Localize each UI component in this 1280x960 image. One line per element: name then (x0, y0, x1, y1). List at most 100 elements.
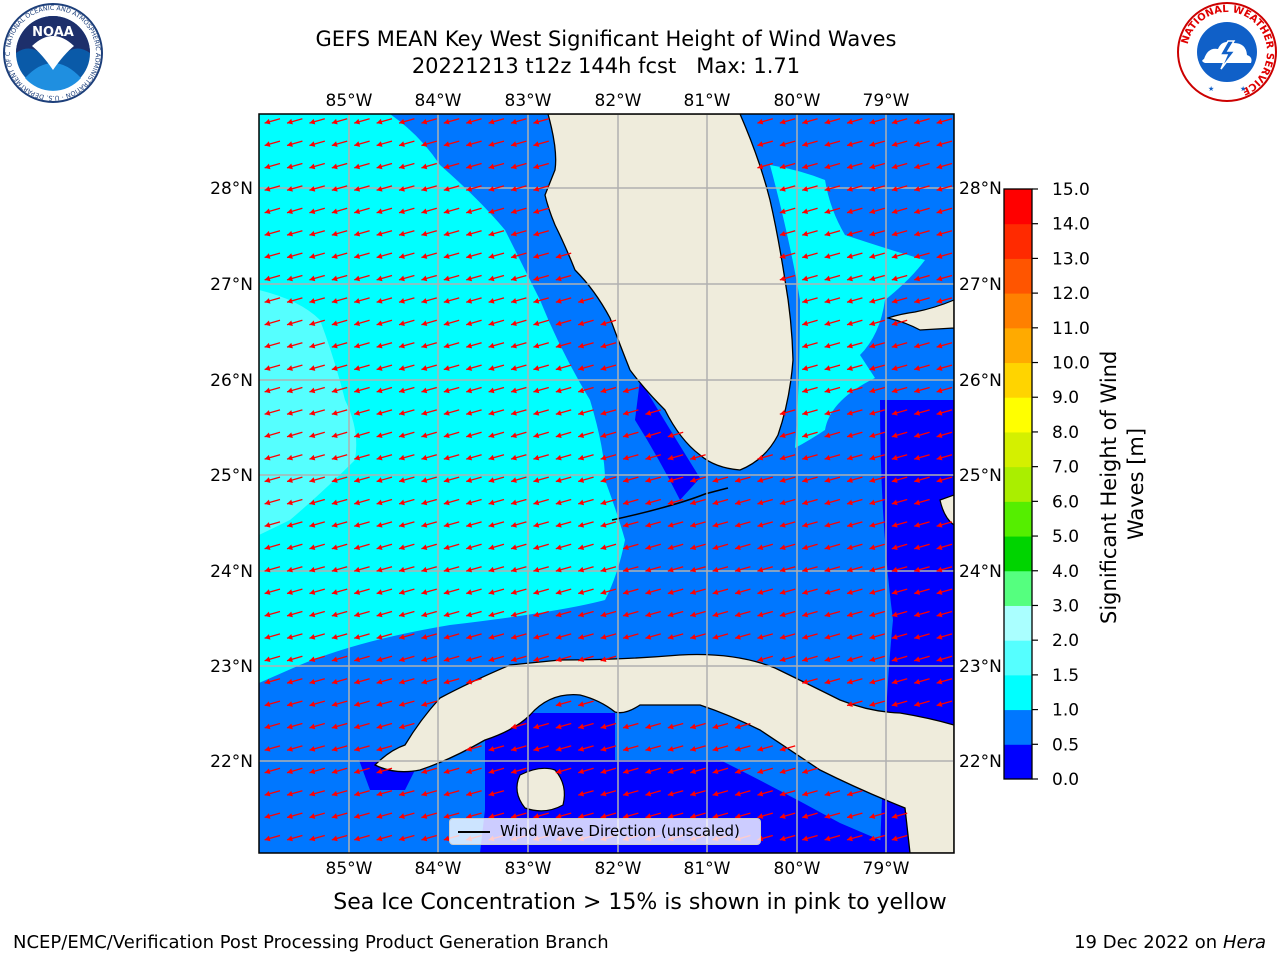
wave-arrow-head (421, 566, 428, 573)
wave-arrow-head (914, 275, 921, 282)
wave-arrow-head (399, 835, 405, 842)
wave-arrow-head (914, 701, 921, 707)
wave-arrow-head (623, 499, 629, 506)
wave-arrow-head (779, 477, 786, 483)
wave-arrow-head (869, 835, 876, 842)
wave-arrow-head (511, 544, 517, 551)
wave-arrow-head (869, 813, 876, 819)
wave-arrow-head (399, 186, 405, 192)
wave-arrow-head (936, 522, 943, 528)
wave-arrow-head (802, 253, 809, 259)
wave-arrow-head (712, 813, 719, 819)
wave-arrow-head (847, 208, 853, 215)
wave-arrow-head (421, 387, 428, 394)
wave-arrow-head (399, 566, 405, 573)
wave-arrow-head (690, 634, 697, 640)
wave-arrow-head (600, 410, 607, 416)
wave-arrow-head (376, 320, 383, 327)
wave-arrow-head (399, 320, 405, 327)
wave-arrow-head (331, 298, 338, 304)
wave-arrow-head (421, 611, 428, 618)
wave-arrow-head (488, 656, 495, 663)
wave-arrow-head (421, 835, 428, 842)
wave-arrow-head (802, 320, 809, 327)
wave-arrow-head (309, 410, 316, 416)
wave-arrow-head (309, 544, 316, 551)
wave-arrow-head (578, 544, 585, 551)
wave-arrow-head (331, 656, 338, 663)
wave-arrow-head (466, 365, 473, 371)
wave-arrow-head (645, 410, 652, 416)
wave-arrow-head (690, 544, 697, 551)
wave-arrow-head (802, 275, 809, 282)
wave-arrow-head (376, 566, 383, 573)
wave-arrow-head (555, 275, 562, 282)
wave-arrow-head (847, 477, 853, 483)
wave-arrow-head (533, 611, 540, 618)
wave-arrow-head (712, 477, 719, 483)
wave-arrow-head (287, 275, 293, 282)
lat-label: 23°N (959, 657, 1002, 677)
wave-arrow-head (645, 746, 652, 752)
wave-arrow-head (354, 544, 361, 551)
footer-machine: Hera (1222, 932, 1266, 953)
wave-arrow-head (824, 163, 831, 170)
wave-arrow-head (264, 163, 271, 170)
wave-arrow-head (264, 477, 271, 483)
wave-arrow-head (891, 835, 898, 842)
wave-arrow-head (600, 611, 607, 618)
wave-arrow-head (511, 163, 517, 170)
wave-arrow-head (869, 454, 876, 461)
wave-arrow-head (555, 454, 562, 461)
wave-arrow-head (331, 768, 338, 775)
wave-arrow-head (376, 790, 383, 797)
wave-arrow-head (466, 387, 473, 394)
wave-arrow-head (802, 634, 809, 640)
wave-arrow-head (824, 342, 831, 349)
wave-arrow-head (309, 253, 316, 259)
wave-arrow-head (264, 768, 271, 775)
wave-arrow-head (667, 499, 674, 506)
footer-branch: NCEP/EMC/Verification Post Processing Pr… (13, 932, 609, 953)
wave-arrow-head (443, 499, 450, 506)
colorbar-swatch (1004, 362, 1032, 398)
wave-arrow-head (936, 589, 943, 595)
wave-arrow-head (645, 611, 652, 618)
wave-arrow-head (443, 230, 450, 237)
wave-arrow-head (331, 746, 338, 752)
wave-arrow-head (421, 544, 428, 551)
wave-arrow-head (914, 477, 921, 483)
wave-arrow-head (555, 566, 562, 573)
wave-arrow-head (690, 768, 697, 775)
wave-arrow-head (354, 141, 361, 147)
wave-arrow-head (488, 230, 495, 237)
wave-arrow-head (600, 589, 607, 595)
wave-arrow-head (623, 723, 629, 730)
wave-arrow-head (555, 746, 562, 752)
wave-arrow-head (264, 118, 271, 125)
wave-arrow-head (488, 186, 495, 192)
wave-arrow-head (802, 835, 809, 842)
wave-arrow-head (511, 499, 517, 506)
wave-arrow-head (645, 723, 652, 730)
wave-arrow-head (309, 813, 316, 819)
wave-arrow-head (779, 186, 786, 192)
wave-arrow-head (623, 634, 629, 640)
wave-arrow-head (511, 566, 517, 573)
wave-arrow-head (779, 141, 786, 147)
graticule (259, 114, 954, 853)
wave-arrow-head (690, 790, 697, 797)
wave-arrow-head (287, 566, 293, 573)
wave-arrow-head (488, 275, 495, 282)
wave-arrow-head (511, 141, 517, 147)
wave-arrow-head (623, 746, 629, 752)
wave-arrow-head (264, 275, 271, 282)
wave-arrow-head (488, 499, 495, 506)
wave-arrow-head (914, 118, 921, 125)
wave-arrow-head (264, 410, 271, 416)
wave-arrow-head (264, 589, 271, 595)
wave-band-1.0-1.5 (259, 114, 625, 683)
wave-arrow-head (779, 454, 786, 461)
wave-arrow-head (287, 544, 293, 551)
wave-arrow-head (645, 477, 652, 483)
